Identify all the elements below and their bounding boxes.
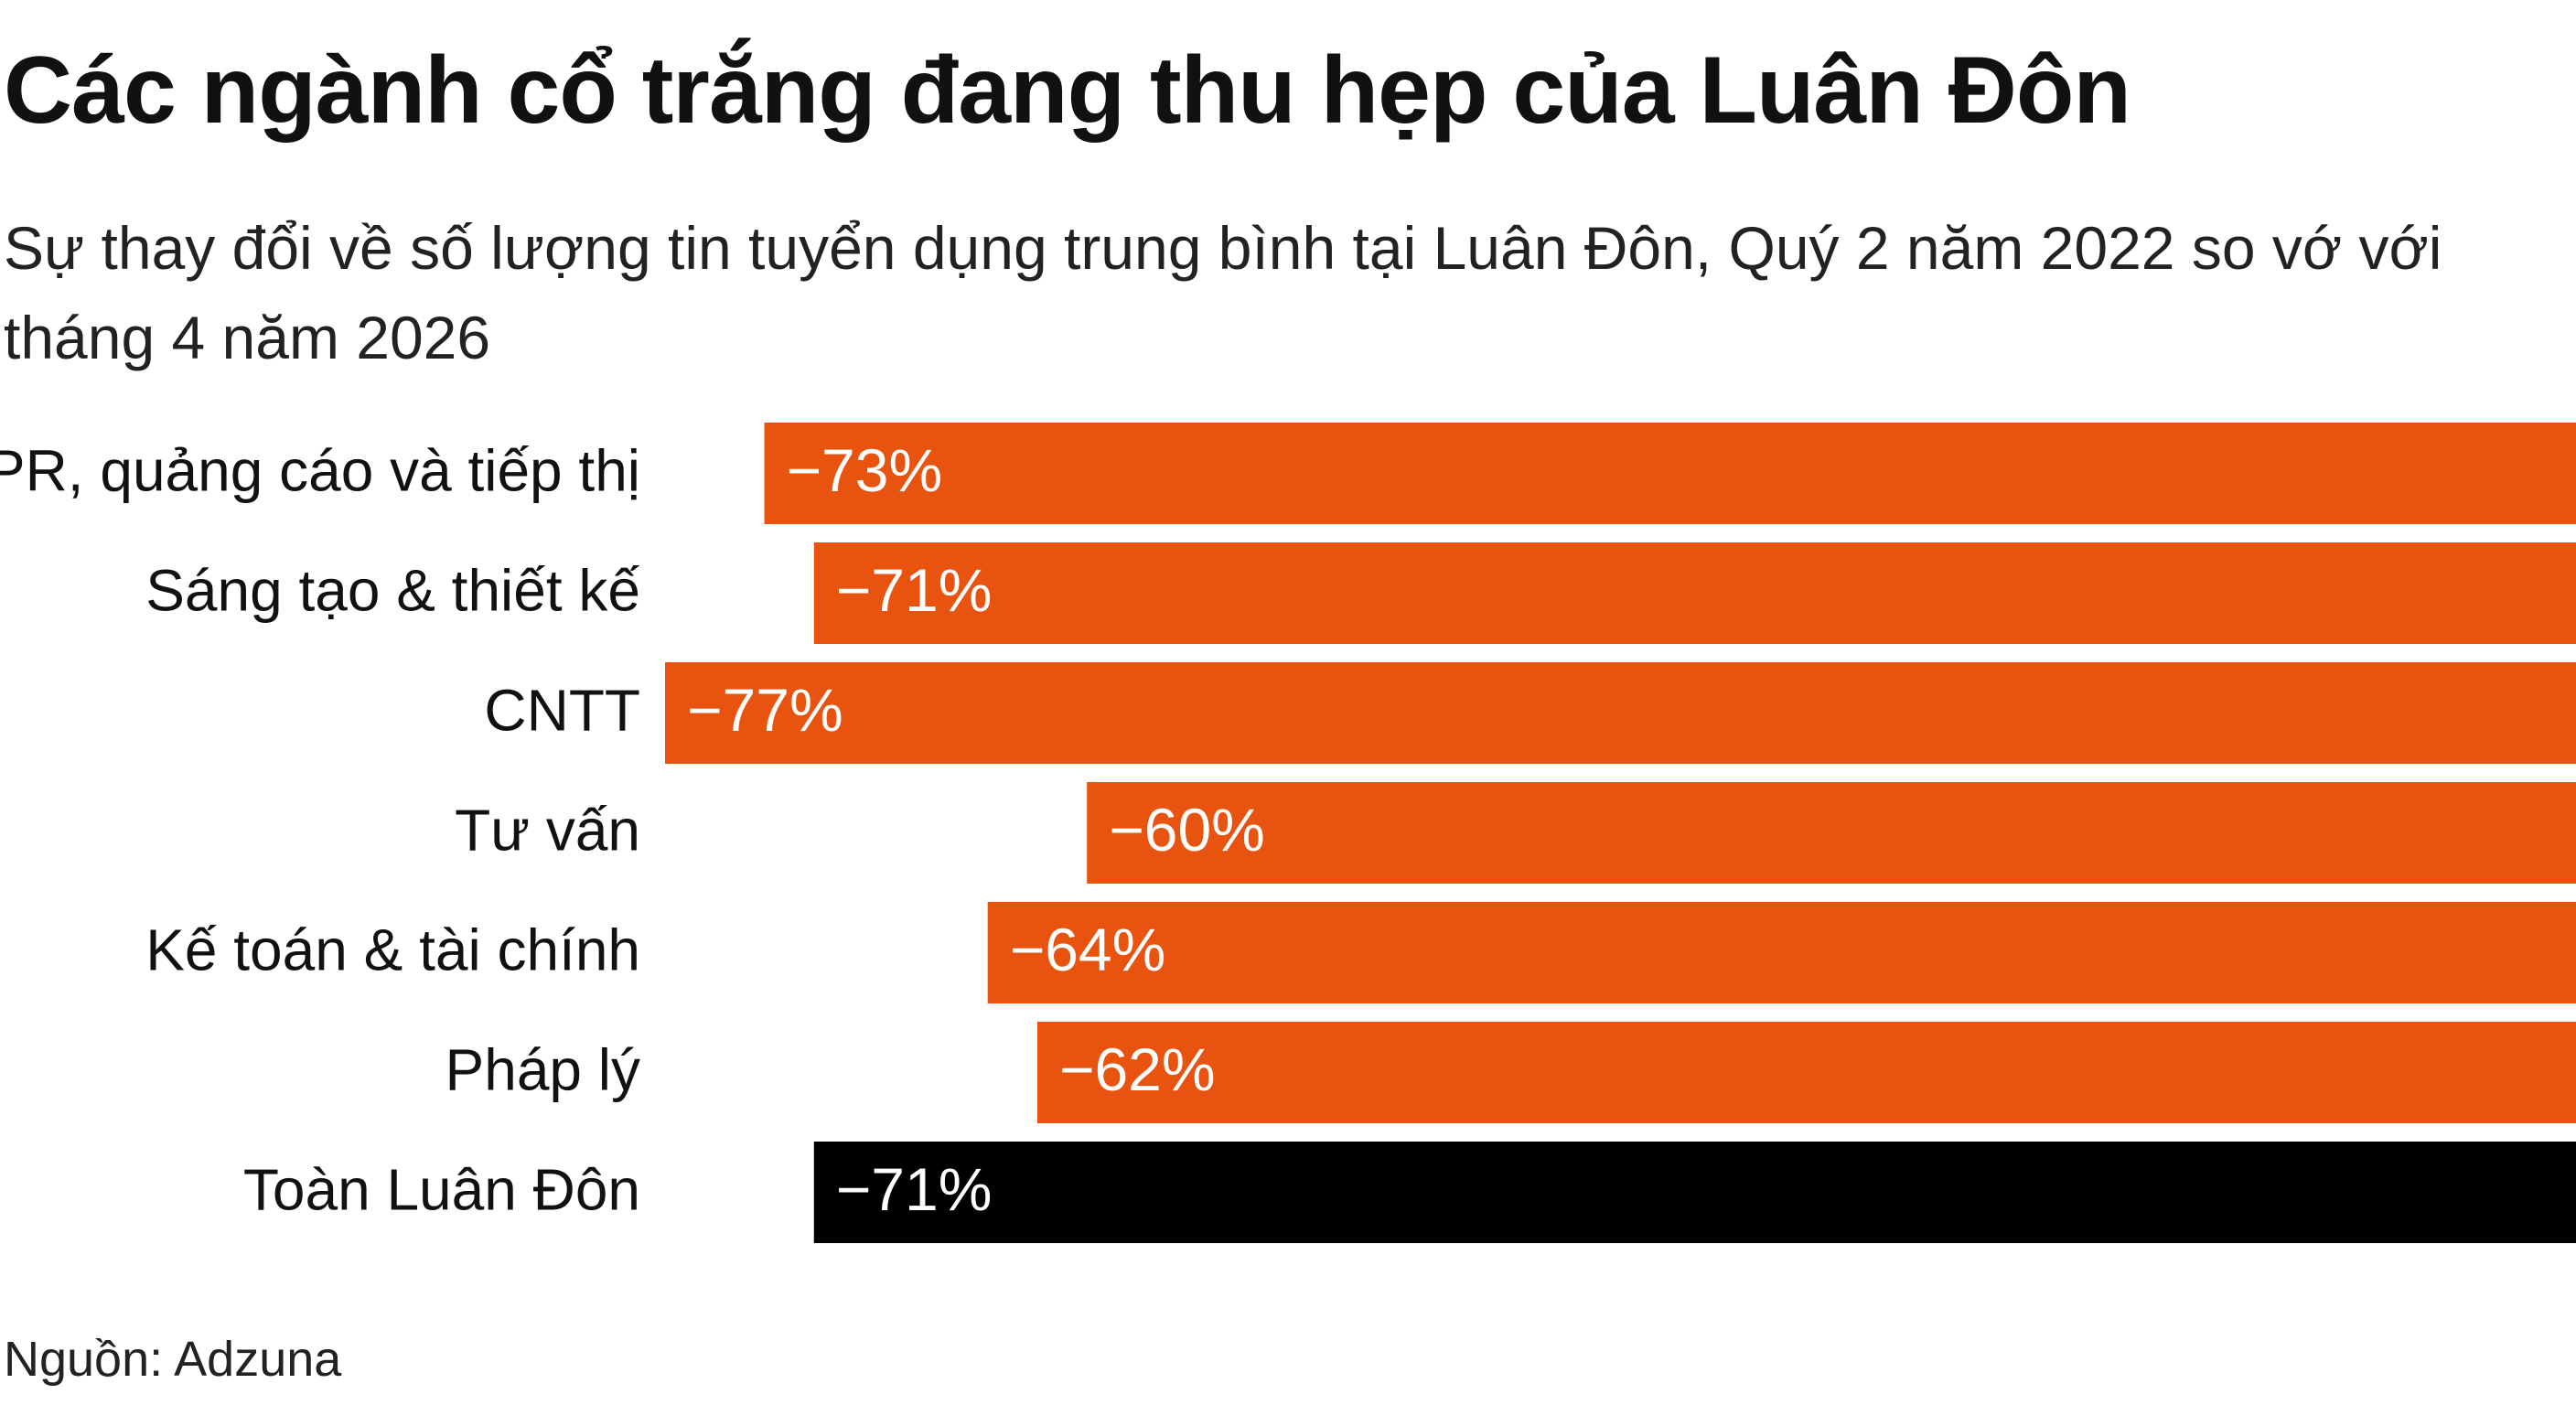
bar <box>1087 782 2576 884</box>
bar <box>813 542 2576 644</box>
chart-subtitle: Sự thay đổi về số lượng tin tuyển dụng t… <box>4 214 2442 371</box>
bar <box>764 423 2576 524</box>
value-label: −73% <box>787 436 943 504</box>
source-note: Nguồn: Adzuna <box>4 1332 342 1387</box>
category-label: Tư vấn <box>455 797 640 863</box>
value-label: −64% <box>1010 916 1166 983</box>
value-label: −60% <box>1109 796 1265 863</box>
category-label: Kế toán & tài chính <box>145 917 640 982</box>
value-label: −71% <box>836 556 993 624</box>
category-label: Toàn Luân Đôn <box>243 1156 640 1222</box>
bar <box>813 1142 2576 1243</box>
bar <box>1036 1022 2576 1123</box>
value-label: −71% <box>836 1155 993 1223</box>
category-label: Pháp lý <box>445 1036 640 1102</box>
value-label: −77% <box>687 676 843 744</box>
chart-title: Các ngành cổ trắng đang thu hẹp của Luân… <box>4 38 2131 144</box>
bar <box>987 902 2576 1003</box>
category-label: CNTT <box>484 677 640 743</box>
category-label: Sáng tạo & thiết kế <box>145 557 640 623</box>
bar <box>665 662 2576 764</box>
value-label: −62% <box>1059 1035 1216 1103</box>
category-label: PR, quảng cáo và tiếp thị <box>0 437 640 503</box>
